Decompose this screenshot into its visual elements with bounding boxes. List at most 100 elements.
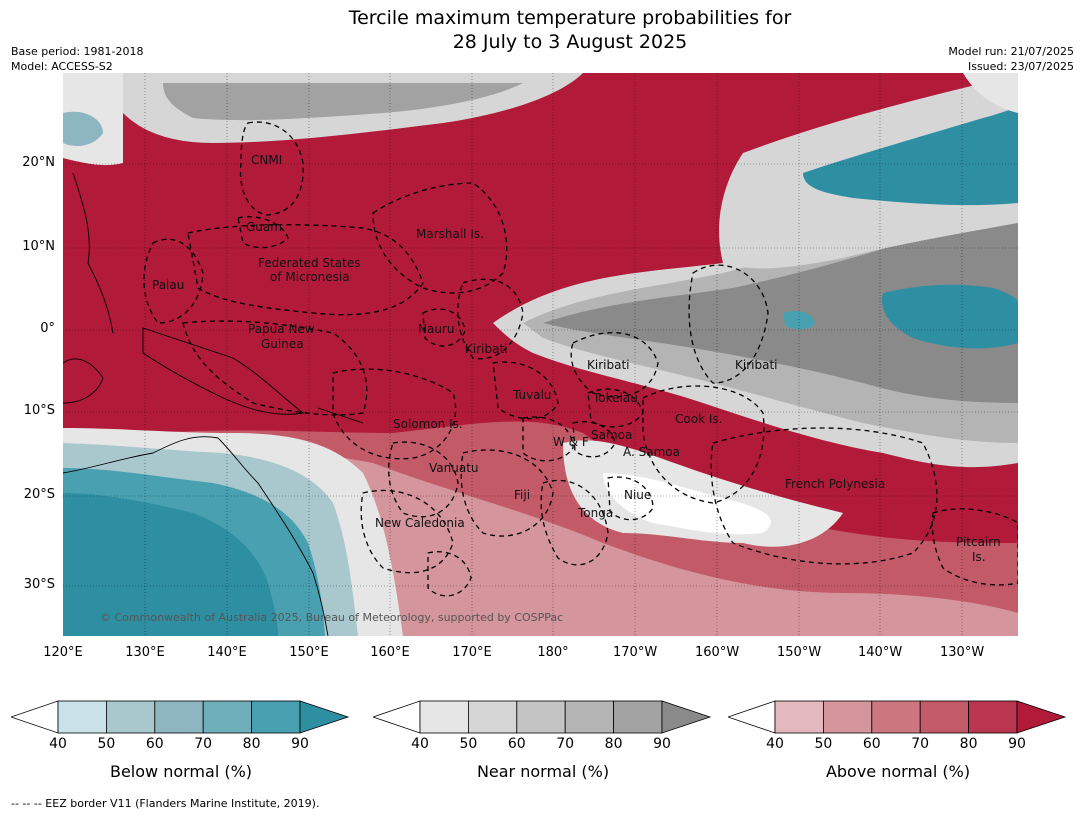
eez-wf xyxy=(522,416,574,462)
lon-label: 160°W xyxy=(695,645,740,660)
colorbar-segment xyxy=(516,700,566,734)
colorbar-segment xyxy=(251,700,301,734)
issued-date: Issued: 23/07/2025 xyxy=(967,60,1074,73)
eez-footnote: -- -- -- EEZ border V11 (Flanders Marine… xyxy=(11,797,320,810)
colorbar-tick-label: 50 xyxy=(97,736,116,752)
colorbar-segment xyxy=(968,700,1018,734)
colorbar-segment xyxy=(774,700,824,734)
colorbar-above xyxy=(728,700,1067,734)
below-normal-australia-core xyxy=(63,493,278,636)
colorbar-title-below: Below normal (%) xyxy=(109,762,253,781)
eez-newcal xyxy=(360,489,454,574)
colorbar-segment xyxy=(57,700,107,734)
colorbar-segment xyxy=(419,700,469,734)
label-fsm-2: of Micronesia xyxy=(270,270,350,284)
eez-marshall xyxy=(372,182,508,294)
lat-label: 20°N xyxy=(22,155,55,170)
colorbar-tick-label: 70 xyxy=(194,736,213,752)
label-png-1: Papua New xyxy=(248,322,315,336)
philippines-coast xyxy=(72,172,114,334)
eez-fiji xyxy=(460,449,554,537)
probability-map: CNMI Guam Marshall Is. Federated States … xyxy=(63,73,1018,636)
colorbar-segment xyxy=(468,700,518,734)
eez-kiribati-gilbert xyxy=(457,278,524,360)
eez-solomon xyxy=(332,368,457,460)
region-labels: CNMI Guam Marshall Is. Federated States … xyxy=(152,153,1001,564)
colorbar-segment xyxy=(919,700,969,734)
model-name: Model: ACCESS-S2 xyxy=(11,60,113,73)
colorbar-tick-label: 60 xyxy=(862,736,881,752)
eez-pitcairn xyxy=(931,508,1018,586)
lon-label: 160°E xyxy=(370,645,410,660)
colorbar-tick-label: 90 xyxy=(291,736,309,752)
eez-png xyxy=(182,320,368,416)
colorbar-tick-label: 40 xyxy=(766,736,784,752)
label-tokelau: Tokelau xyxy=(592,391,638,405)
colorbar-max-extension xyxy=(299,700,350,734)
lat-label: 10°N xyxy=(22,239,55,254)
label-cnmi: CNMI xyxy=(251,153,282,167)
label-french-polynesia: French Polynesia xyxy=(785,477,885,491)
colorbar-tick-label: 80 xyxy=(242,736,261,752)
colorbar-segment xyxy=(613,700,663,734)
label-pitcairn-1: Pitcairn xyxy=(956,535,1001,549)
lat-label: 20°S xyxy=(23,487,55,502)
borneo-coast xyxy=(63,358,104,404)
title-line-2: 28 July to 3 August 2025 xyxy=(452,31,688,53)
eez-niue xyxy=(607,476,654,521)
eez-guam xyxy=(237,216,289,249)
title-line-1: Tercile maximum temperature probabilitie… xyxy=(348,7,792,29)
colorbar-tick-label: 40 xyxy=(49,736,67,752)
label-kiribati-west: Kiribati xyxy=(465,342,507,356)
lon-label: 130°E xyxy=(125,645,165,660)
colorbar-tick-label: 80 xyxy=(604,736,623,752)
colorbar-segment xyxy=(106,700,156,734)
colorbar-segment xyxy=(154,700,204,734)
lon-label: 170°E xyxy=(452,645,492,660)
land-outlines xyxy=(63,172,364,636)
eez-borders xyxy=(143,121,1018,597)
below-normal-northwest-spot xyxy=(63,111,103,146)
lat-label: 30°S xyxy=(23,577,55,592)
lon-label: 130°W xyxy=(940,645,985,660)
australia-coast xyxy=(63,436,329,636)
label-tonga: Tonga xyxy=(577,506,613,520)
below-normal-east-central xyxy=(882,284,1018,349)
eez-tonga xyxy=(540,479,609,566)
colorbar-segment xyxy=(871,700,921,734)
colorbar-tick-label: 90 xyxy=(1008,736,1026,752)
colorbar-tick-label: 60 xyxy=(507,736,526,752)
graticule xyxy=(63,73,1018,636)
colorbar-below xyxy=(11,700,350,734)
lon-label: 150°E xyxy=(289,645,329,660)
eez-norfolk xyxy=(427,551,472,597)
label-niue: Niue xyxy=(624,488,651,502)
eez-samoa xyxy=(572,421,616,458)
map-title: Tercile maximum temperature probabilitie… xyxy=(0,6,1085,54)
eez-vanuatu xyxy=(388,441,459,518)
lon-label: 170°W xyxy=(613,645,658,660)
colorbar-segment xyxy=(823,700,873,734)
colorbar-tick-label: 70 xyxy=(911,736,930,752)
eez-fsm xyxy=(187,224,424,316)
label-asamoa: A. Samoa xyxy=(623,445,680,459)
label-marshall: Marshall Is. xyxy=(416,227,484,241)
new-guinea-coast xyxy=(142,327,305,415)
colorbar-max-extension xyxy=(661,700,712,734)
colorbar-tick-label: 40 xyxy=(411,736,429,752)
map-panel: CNMI Guam Marshall Is. Federated States … xyxy=(63,73,1018,636)
colorbar-title-near: Near normal (%) xyxy=(476,762,610,781)
label-fsm-1: Federated States xyxy=(258,256,360,270)
colorbar-segment xyxy=(202,700,252,734)
near-normal-top-right xyxy=(963,73,1018,113)
lon-label: 120°E xyxy=(43,645,83,660)
eez-cnmi xyxy=(239,121,304,216)
colorbar-tick-label: 90 xyxy=(653,736,671,752)
eez-tuvalu xyxy=(492,361,559,420)
label-new-caledonia: New Caledonia xyxy=(375,516,465,530)
label-nauru: Nauru xyxy=(418,322,454,336)
below-normal-northeast xyxy=(803,108,1018,206)
colorbar-segment xyxy=(564,700,614,734)
lon-label: 140°E xyxy=(207,645,247,660)
lat-label: 10°S xyxy=(23,403,55,418)
